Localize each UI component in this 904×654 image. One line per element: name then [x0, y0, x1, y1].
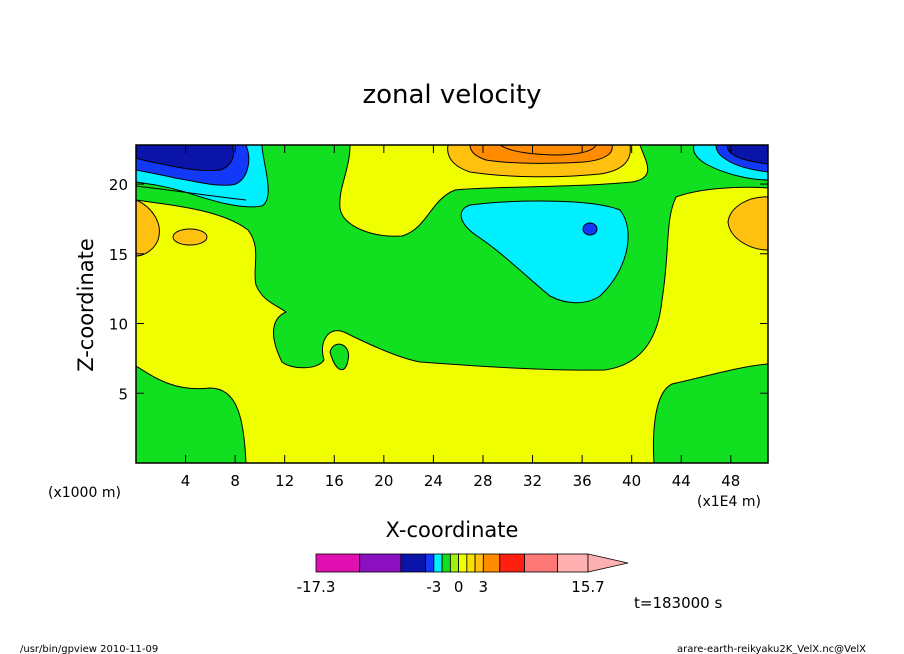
colorbar-label: -3	[426, 578, 441, 596]
x-tick-label: 36	[573, 472, 592, 490]
colorbar-swatch	[499, 553, 525, 573]
x-tick-label: 40	[622, 472, 641, 490]
region-gold-small	[172, 228, 208, 246]
colorbar-label: 15.7	[571, 578, 604, 596]
region-green-left-bottom	[136, 365, 247, 463]
colorbar-swatch	[441, 553, 451, 573]
colorbar-swatch	[315, 553, 361, 573]
colorbar-label: 0	[454, 578, 464, 596]
x-unit-right: (x1E4 m)	[697, 494, 761, 510]
colorbar-swatch	[449, 553, 459, 573]
colorbar-swatch	[482, 553, 501, 573]
region-blue-spot	[582, 222, 598, 236]
region-green-lobe	[329, 343, 350, 370]
colorbar-label: 3	[479, 578, 489, 596]
colorbar-swatch	[524, 553, 558, 573]
colorbar-swatch	[557, 553, 589, 573]
colorbar-arrow	[587, 553, 629, 573]
footer-left: /usr/bin/gpview 2010-11-09	[20, 644, 158, 654]
contour-field	[136, 145, 768, 463]
x-tick-label: 44	[672, 472, 691, 490]
colorbar	[315, 553, 629, 573]
colorbar-labels: -17.3 -3 0 3 15.7	[297, 578, 605, 596]
region-green-right-bottom	[652, 363, 768, 463]
x-axis: 4 8 12 16 20 24 28 32 36 40 44 48	[181, 145, 740, 490]
plot-frame	[135, 144, 769, 464]
y-tick-label: 15	[109, 246, 128, 264]
colorbar-swatch	[466, 553, 476, 573]
x-tick-label: 20	[374, 472, 393, 490]
x-tick-label: 32	[523, 472, 542, 490]
x-tick-label: 24	[424, 472, 443, 490]
region-navy-top-right	[727, 145, 768, 165]
x-unit-left: (x1000 m)	[48, 485, 121, 501]
colorbar-swatch	[433, 553, 443, 573]
region-orange-top-inner	[499, 145, 597, 156]
x-tick-label: 16	[325, 472, 344, 490]
y-tick-label: 20	[109, 176, 128, 194]
x-tick-label: 4	[181, 472, 191, 490]
region-gold-left	[136, 199, 160, 257]
colorbar-swatch	[359, 553, 402, 573]
region-green-strip-top-left	[136, 185, 247, 201]
colorbar-swatch	[458, 553, 468, 573]
x-tick-label: 48	[721, 472, 740, 490]
y-tick-label: 10	[109, 316, 128, 334]
colorbar-swatch	[474, 553, 484, 573]
x-tick-label: 12	[275, 472, 294, 490]
y-tick-label: 5	[118, 385, 128, 403]
region-gold-right	[727, 196, 768, 251]
colorbar-swatch	[400, 553, 427, 573]
region-navy-top-left	[136, 145, 234, 171]
region-yellow-main	[136, 186, 768, 463]
chart-title: zonal velocity	[362, 80, 541, 110]
footer-right: arare-earth-reikyaku2K_VelX.nc@VelX	[677, 644, 866, 654]
colorbar-swatch	[425, 553, 435, 573]
x-axis-label: X-coordinate	[386, 518, 519, 542]
x-tick-label: 8	[230, 472, 240, 490]
x-tick-label: 28	[473, 472, 492, 490]
colorbar-label: -17.3	[297, 578, 336, 596]
time-annotation: t=183000 s	[634, 594, 722, 612]
y-axis: 5 10 15 20	[109, 176, 768, 403]
y-axis-label: Z-coordinate	[74, 238, 98, 372]
